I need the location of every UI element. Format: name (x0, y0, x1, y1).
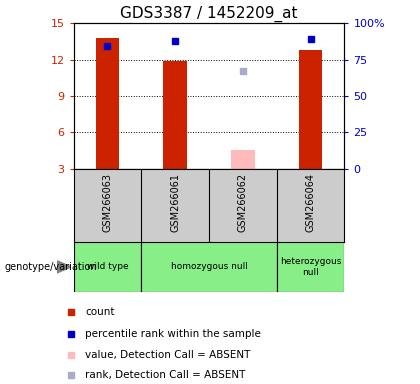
Title: GDS3387 / 1452209_at: GDS3387 / 1452209_at (120, 5, 298, 22)
Bar (277, 242, 344, 292)
Text: GSM266063: GSM266063 (102, 173, 113, 232)
Text: GSM266064: GSM266064 (305, 173, 315, 232)
Text: homozygous null: homozygous null (171, 262, 247, 271)
Text: wild type: wild type (87, 262, 128, 271)
Bar (231, 149, 255, 169)
Text: GSM266061: GSM266061 (170, 173, 180, 232)
Text: genotype/variation: genotype/variation (4, 262, 97, 272)
Bar (163, 61, 187, 169)
Bar (141, 242, 277, 292)
Bar (299, 50, 323, 169)
Text: count: count (85, 306, 115, 316)
Text: heterozygous
null: heterozygous null (280, 257, 341, 276)
Text: rank, Detection Call = ABSENT: rank, Detection Call = ABSENT (85, 370, 246, 380)
Bar (95, 38, 119, 169)
Text: value, Detection Call = ABSENT: value, Detection Call = ABSENT (85, 350, 251, 360)
Text: GSM266062: GSM266062 (238, 173, 248, 232)
Bar (74, 242, 141, 292)
Polygon shape (57, 261, 71, 273)
Text: percentile rank within the sample: percentile rank within the sample (85, 329, 261, 339)
